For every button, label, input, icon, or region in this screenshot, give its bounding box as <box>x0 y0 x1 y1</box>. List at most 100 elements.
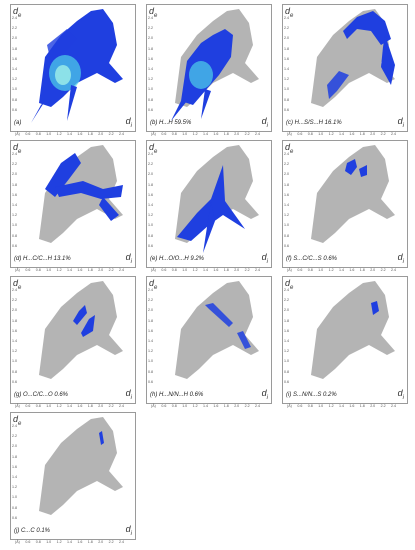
x-tick-label: 1.0 <box>182 404 188 408</box>
y-tick-label: 1.8 <box>148 46 153 51</box>
y-tick-label: 1.4 <box>284 67 289 71</box>
panel-caption: (g) O...C/C...O 0.6% <box>14 392 69 398</box>
x-tick-label: 1.2 <box>192 132 198 136</box>
y-tick-label: 1.4 <box>284 339 289 343</box>
y-tick-label: 1.2 <box>148 349 153 354</box>
x-tick-label: 1.4 <box>67 132 72 136</box>
y-tick-label: 1.8 <box>148 318 153 323</box>
x-tick-label: 1.6 <box>349 268 355 272</box>
x-tick-label: 0.8 <box>307 404 313 408</box>
y-tick-label: 1.4 <box>12 475 17 479</box>
x-tick-label: 1.2 <box>328 132 334 136</box>
y-tick-label: 2.2 <box>12 162 17 167</box>
x-tick-label: 1.6 <box>213 132 219 136</box>
panel-caption: (f) S...C/C...S 0.6% <box>286 256 338 262</box>
x-tick-label: 0.6 <box>297 132 303 136</box>
y-tick-label: 2.0 <box>12 444 17 449</box>
y-tick-label: 2.0 <box>148 308 153 313</box>
y-tick-label: 0.6 <box>12 515 17 520</box>
y-tick-label: 1.8 <box>148 182 153 187</box>
y-tick-label: 2.0 <box>12 172 17 177</box>
x-tick-label: 1.6 <box>77 540 83 544</box>
y-tick-label: 2.4 <box>12 424 17 428</box>
y-tick-label: 1.0 <box>12 87 17 92</box>
x-tick-label: 1.6 <box>349 404 355 408</box>
x-tick-label: 1.4 <box>67 268 72 272</box>
y-tick-label: 2.0 <box>284 172 289 177</box>
plot-area <box>31 9 123 123</box>
x-tick-label: 1.6 <box>213 404 219 408</box>
x-tick-label: 1.2 <box>56 540 62 544</box>
y-tick-label: 0.6 <box>284 107 289 112</box>
fingerprint-panel-e: de di (e) H...O/O...H 9.2% 2.4 2.2 2.0 1.8 1… <box>146 140 272 272</box>
x-tick-label: (Å) <box>15 132 20 136</box>
x-tick-label: 2.2 <box>108 268 114 272</box>
x-tick-label: 1.0 <box>182 132 188 136</box>
x-tick-label: 2.2 <box>108 404 114 408</box>
x-tick-label: 0.8 <box>171 268 177 272</box>
fingerprint-panel-g: de di (g) O...C/C...O 0.6% 2.4 2.2 2.0 1.8 1… <box>10 276 136 408</box>
y-tick-label: 0.8 <box>12 369 17 374</box>
y-tick-label: 1.8 <box>284 182 289 187</box>
x-tick-label: 2.2 <box>108 132 114 136</box>
x-tick-label: 1.2 <box>328 404 334 408</box>
y-tick-label: 1.6 <box>12 192 17 197</box>
x-tick-label: 1.2 <box>192 268 198 272</box>
y-tick-label: 0.8 <box>148 369 153 374</box>
y-tick-label: 1.4 <box>284 203 289 207</box>
y-tick-label: 1.0 <box>12 223 17 228</box>
y-tick-label: 1.4 <box>12 67 17 71</box>
x-tick-label: 2.2 <box>380 404 386 408</box>
x-tick-label: 2.4 <box>391 132 396 136</box>
x-tick-label: 1.4 <box>203 132 208 136</box>
y-tick-label: 1.2 <box>284 77 289 82</box>
y-tick-label: 1.0 <box>12 495 17 500</box>
y-tick-label: 2.4 <box>148 152 153 156</box>
x-tick-label: 1.4 <box>339 268 344 272</box>
y-tick-label: 1.6 <box>284 328 289 333</box>
x-tick-label: 1.6 <box>77 404 83 408</box>
y-tick-label: 0.8 <box>12 505 17 510</box>
y-tick-label: 1.6 <box>284 56 289 61</box>
x-axis-label: di <box>261 252 268 265</box>
x-tick-label: 1.0 <box>46 132 52 136</box>
x-tick-label: 0.8 <box>35 268 41 272</box>
x-tick-label: 0.8 <box>35 404 41 408</box>
x-tick-label: 2.4 <box>255 268 260 272</box>
x-tick-label: 0.6 <box>161 404 167 408</box>
x-tick-label: 1.4 <box>339 404 344 408</box>
x-tick-label: 1.4 <box>203 268 208 272</box>
x-tick-label: 1.8 <box>223 268 229 272</box>
x-tick-label: 0.8 <box>171 404 177 408</box>
x-tick-label: 1.8 <box>87 404 93 408</box>
y-tick-label: 0.8 <box>12 97 17 102</box>
y-tick-label: 2.2 <box>284 162 289 167</box>
x-axis-label: di <box>125 252 132 265</box>
y-tick-label: 1.4 <box>148 67 153 71</box>
y-tick-label: 2.4 <box>284 288 289 292</box>
y-tick-label: 1.8 <box>284 46 289 51</box>
x-tick-label: 2.2 <box>108 540 114 544</box>
fingerprint-panel-h: de di (h) H...N/N...H 0.6% 2.4 2.2 2.0 1.8 1… <box>146 276 272 408</box>
y-tick-label: 2.0 <box>148 172 153 177</box>
fingerprint-panel-d: de di (d) H...C/C...H 13.1% 2.4 2.2 2.0 1.8… <box>10 140 136 272</box>
x-axis-label: di <box>125 388 132 401</box>
y-tick-label: 1.2 <box>148 213 153 218</box>
x-tick-label: 2.0 <box>370 404 376 408</box>
x-tick-label: 0.6 <box>297 268 303 272</box>
y-axis-label: de <box>285 6 294 19</box>
y-tick-label: 1.0 <box>284 223 289 228</box>
x-tick-label: 0.8 <box>307 268 313 272</box>
x-axis-label: di <box>397 252 404 265</box>
x-tick-label: (Å) <box>287 268 292 272</box>
y-tick-label: 1.0 <box>12 359 17 364</box>
x-tick-label: 2.2 <box>244 132 250 136</box>
x-axis-label: di <box>261 116 268 129</box>
x-tick-label: 1.2 <box>56 132 62 136</box>
plot-area <box>311 145 395 243</box>
x-tick-label: 1.8 <box>87 132 93 136</box>
y-tick-label: 1.8 <box>284 318 289 323</box>
x-axis-label: di <box>125 524 132 537</box>
x-tick-label: 1.0 <box>182 268 188 272</box>
x-tick-label: (Å) <box>151 268 156 272</box>
